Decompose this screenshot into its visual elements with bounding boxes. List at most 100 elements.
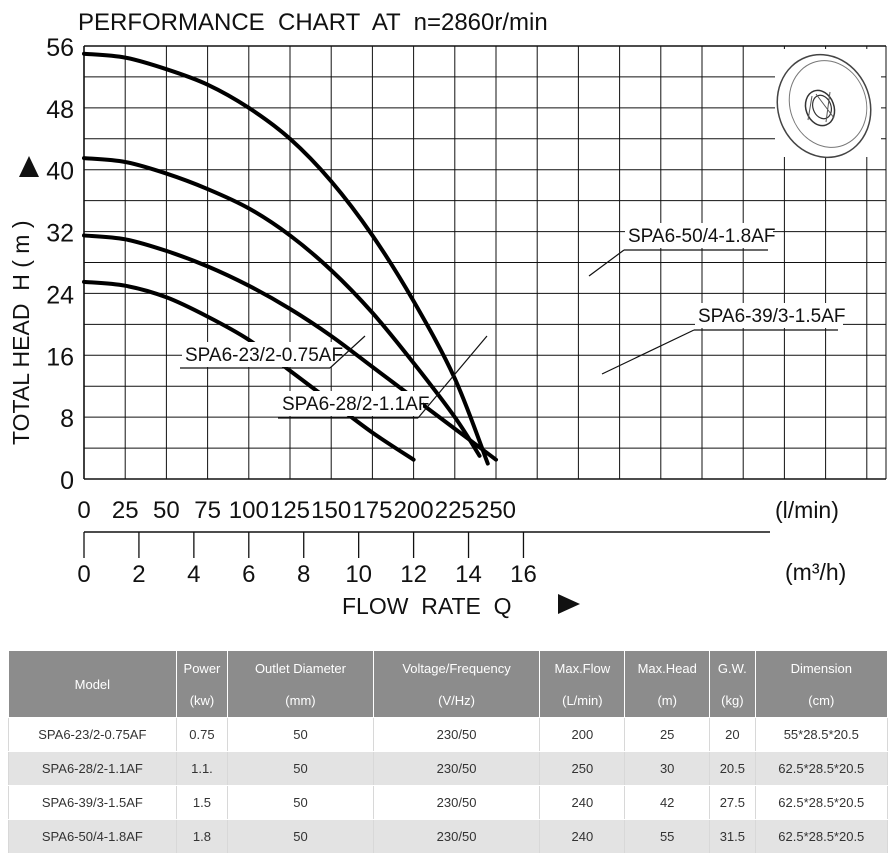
x-tick-label: 50 [153, 497, 180, 524]
table-header-cell: Voltage/Frequency (V/Hz) [372, 650, 541, 718]
x-unit-label: (l/min) [775, 497, 839, 523]
x2-tick-label: 14 [455, 561, 482, 588]
table-row: SPA6-23/2-0.75AF 0.75 50 230/50 200 25 20 55*28… [8, 717, 889, 752]
header-line1: Outlet Diameter [254, 660, 346, 676]
table-cell: 25 [624, 717, 711, 752]
y-tick-label: 40 [46, 158, 74, 186]
curve-label: SPA6-39/3-1.5AF [698, 306, 846, 327]
header-line2: (cm) [808, 692, 835, 708]
x2-tick-label: 10 [345, 561, 372, 588]
pump-curves [82, 51, 498, 466]
x-tick-label: 75 [194, 497, 221, 524]
table-cell: 42 [624, 785, 711, 820]
y-tick-labels: 0 8 16 24 32 40 48 56 [46, 34, 74, 495]
table-cell: 1.5 [175, 785, 229, 820]
table-cell: 230/50 [372, 785, 541, 820]
y-axis-label: TOTAL HEAD H ( m ) [8, 221, 34, 445]
curve-label: SPA6-23/2-0.75AF [185, 345, 343, 366]
header-line1: Dimension [790, 660, 852, 676]
x-tick-label: 225 [435, 497, 475, 524]
table-cell: 62.5*28.5*20.5 [754, 751, 889, 786]
table-cell: 62.5*28.5*20.5 [754, 785, 889, 820]
table-header-cell: Power (kw) [175, 650, 229, 718]
y-tick-label: 24 [46, 281, 74, 309]
curve-label-bg [279, 391, 423, 416]
table-cell: 230/50 [372, 751, 541, 786]
table-cell: SPA6-39/3-1.5AF [8, 785, 177, 820]
header-line1: G.W. [717, 660, 747, 676]
impeller-image [775, 49, 881, 159]
x-tick-label: 250 [476, 497, 516, 524]
table-header-cell: Dimension (cm) [754, 650, 889, 718]
table-header-cell: Model [8, 650, 177, 718]
header-line2: (mm) [285, 692, 316, 708]
header-line2: (kg) [721, 692, 744, 708]
x-tick-labels: 0 25 50 75 100 125 150 175 200 225 250 [77, 497, 516, 524]
header-line1: Model [74, 676, 111, 692]
table-cell: 55 [624, 819, 711, 854]
header-line2: (kw) [189, 692, 215, 708]
table-cell: 1.1. [175, 751, 229, 786]
y-tick-label: 8 [60, 405, 74, 433]
x2-unit-label: (m³/h) [785, 559, 846, 585]
table-cell: 50 [227, 819, 374, 854]
curve-line [82, 156, 482, 458]
x2-tick-label: 8 [297, 561, 310, 588]
table-cell: SPA6-28/2-1.1AF [8, 751, 177, 786]
header-line1: Power [183, 660, 221, 676]
table-cell: 50 [227, 751, 374, 786]
table-cell: 200 [539, 717, 626, 752]
table-cell: 0.75 [175, 717, 229, 752]
y-tick-label: 48 [46, 96, 74, 124]
x2-tick-label: 2 [132, 561, 145, 588]
curve-label: SPA6-28/2-1.1AF [282, 394, 430, 415]
curve-label-leader [417, 335, 488, 419]
table-cell: 50 [227, 717, 374, 752]
table-cell: SPA6-23/2-0.75AF [8, 717, 177, 752]
curve-line [82, 279, 416, 462]
curve-label-bg [695, 303, 843, 328]
table-cell: 20.5 [709, 751, 756, 786]
x2-tick-label: 12 [400, 561, 427, 588]
y-tick-label: 0 [60, 467, 74, 495]
table-body: SPA6-23/2-0.75AF 0.75 50 230/50 200 25 20 55*28… [8, 717, 889, 854]
curve-label-bg [625, 223, 773, 248]
curve-labels: SPA6-23/2-0.75AF SPA6-28/2-1.1AF SPA6-39/3… [180, 223, 846, 419]
x2-tick-label: 16 [510, 561, 537, 588]
header-line1: Max.Head [637, 660, 697, 676]
x-tick-label: 175 [352, 497, 392, 524]
header-line2: (L/min) [562, 692, 603, 708]
x-tick-label: 25 [112, 497, 139, 524]
table-cell: 31.5 [709, 819, 756, 854]
performance-chart: PERFORMANCE CHART AT n=2860r/min 0 8 16 24 3… [8, 9, 887, 619]
curve-label-leader [588, 249, 625, 277]
curve-label-bg [182, 342, 336, 367]
x-tick-label: 100 [229, 497, 269, 524]
curve-label-leader [601, 329, 695, 375]
secondary-x-axis: 0 2 4 6 8 10 12 14 16 [77, 531, 770, 588]
y-axis-arrow-icon [19, 156, 39, 177]
table-cell: 230/50 [372, 819, 541, 854]
x-axis-arrow-icon [558, 594, 580, 614]
table-cell: 62.5*28.5*20.5 [754, 819, 889, 854]
x-tick-label: 200 [394, 497, 434, 524]
chart-title: PERFORMANCE CHART AT n=2860r/min [78, 9, 548, 36]
table-cell: 27.5 [709, 785, 756, 820]
y-tick-label: 56 [46, 34, 74, 62]
table-cell: 230/50 [372, 717, 541, 752]
table-header-cell: Max.Flow (L/min) [539, 650, 626, 718]
x2-tick-label: 4 [187, 561, 200, 588]
header-line2: (m) [657, 692, 677, 708]
table-cell: 20 [709, 717, 756, 752]
x2-tick-label: 0 [77, 561, 90, 588]
table-row: SPA6-28/2-1.1AF 1.1. 50 230/50 250 30 20.5 62.5… [8, 751, 889, 786]
header-line2: (V/Hz) [438, 692, 475, 708]
table-cell: 240 [539, 785, 626, 820]
table-cell: 250 [539, 751, 626, 786]
curve-label: SPA6-50/4-1.8AF [628, 226, 776, 247]
table-row: SPA6-39/3-1.5AF 1.5 50 230/50 240 42 27.5 62.5*… [8, 785, 889, 820]
x-tick-label: 125 [270, 497, 310, 524]
y-tick-label: 16 [46, 343, 74, 371]
header-line1: Max.Flow [554, 660, 611, 676]
table-row: SPA6-50/4-1.8AF 1.8 50 230/50 240 55 31.5 62.5*… [8, 819, 889, 854]
